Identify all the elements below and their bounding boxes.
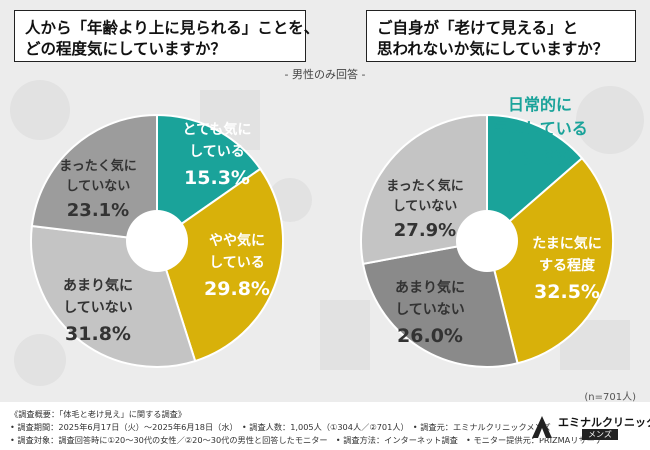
pie0-label-2-line-0: あまり気に — [63, 277, 133, 294]
pie1-slice-0 — [486, 113, 584, 244]
pie0-slice-1 — [155, 167, 284, 363]
pie1-label-0-line-0: 日常的に — [508, 95, 572, 114]
pie0-slice-0 — [156, 113, 262, 243]
pie1-center-hole — [456, 210, 518, 272]
footer: 《調査概要：「体毛と老け見え」に関する調査》 • 調査期間：2025年6月17日… — [0, 402, 650, 450]
logo-name: エミナルクリニック — [558, 416, 650, 429]
pie1-slice-3 — [360, 113, 488, 265]
footer-survey-title: 《調査概要：「体毛と老け見え」に関する調査》 — [10, 409, 187, 419]
pie1-label-3-line-1: していない — [393, 199, 458, 214]
pie0-label-3-line-0: まったく気に — [59, 158, 136, 174]
pie0-label-1-line-0: やや気に — [209, 232, 265, 249]
pie1-label-1-line-1: する程度 — [539, 257, 596, 274]
pie1-pct-3: 27.9% — [394, 220, 456, 241]
pie0-label-0-line-1: している — [189, 144, 245, 160]
question-right-line-1: ご自身が「老けて見える」と — [377, 19, 579, 37]
pie-chart-right: 日常的に気にしている13.6%たまに気にする程度32.5%あまり気にしていない2… — [360, 95, 614, 368]
footer-survey-method: • 調査対象：調査回答時に①20〜30代の女性／②20〜30代の男性と回答したモ… — [10, 435, 604, 445]
pie1-label-2-line-0: あまり気に — [395, 279, 465, 296]
pie1-slice-1 — [485, 156, 614, 365]
pie1-pct-1: 32.5% — [534, 281, 600, 303]
pie1-label-0-line-1: 気にしている — [492, 119, 588, 138]
pie0-pct-1: 29.8% — [204, 278, 270, 300]
pie0-slice-3 — [30, 113, 158, 243]
question-left-line-1: 人から「年齢より上に見られる」ことを、 — [25, 19, 320, 37]
pie-chart-left: とても気にしている15.3%やや気にしている29.8%あまり気にしていない31.… — [30, 113, 284, 368]
pie1-label-2-line-1: していない — [395, 302, 465, 318]
logo-sub: メンズ — [582, 429, 618, 440]
pie0-label-3-line-1: していない — [66, 179, 131, 194]
question-box-left: 人から「年齢より上に見られる」ことを、 どの程度気にしていますか？ — [14, 10, 320, 62]
pie1-pct-0: 13.6% — [507, 147, 573, 169]
question-box-right: ご自身が「老けて見える」と 思われないか気にしていますか？ — [366, 10, 636, 62]
pie0-label-1-line-1: している — [209, 255, 265, 271]
subtitle: - 男性のみ回答 - — [284, 68, 366, 81]
question-right-line-2: 思われないか気にしていますか？ — [377, 40, 609, 58]
pie1-pct-2: 26.0% — [397, 325, 463, 347]
pie1-label-3-line-0: まったく気に — [386, 178, 463, 194]
question-left-line-2: どの程度気にしていますか？ — [25, 40, 227, 58]
pie0-label-2-line-1: していない — [63, 300, 133, 316]
pie0-pct-0: 15.3% — [184, 167, 250, 189]
logo-mark-icon — [532, 416, 552, 438]
brand-logo: エミナルクリニック メンズ — [530, 412, 650, 442]
pie1-label-1-line-0: たまに気に — [532, 235, 602, 252]
footer-survey-details: • 調査期間：2025年6月17日（火）〜2025年6月18日（水） • 調査人… — [10, 422, 551, 432]
pie0-label-0-line-0: とても気に — [183, 121, 252, 138]
pie0-center-hole — [126, 210, 188, 272]
pie0-pct-2: 31.8% — [65, 323, 131, 345]
sample-size-note: (n=701人) — [584, 392, 636, 403]
pie0-pct-3: 23.1% — [67, 200, 129, 221]
pie1-slice-2 — [361, 239, 519, 368]
